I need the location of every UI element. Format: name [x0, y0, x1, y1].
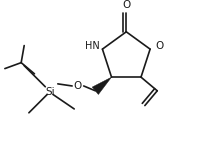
Text: Si: Si: [45, 87, 55, 97]
Text: HN: HN: [85, 41, 100, 51]
Polygon shape: [92, 77, 112, 95]
Text: O: O: [122, 0, 130, 10]
Text: O: O: [74, 81, 82, 91]
Text: O: O: [155, 41, 163, 51]
